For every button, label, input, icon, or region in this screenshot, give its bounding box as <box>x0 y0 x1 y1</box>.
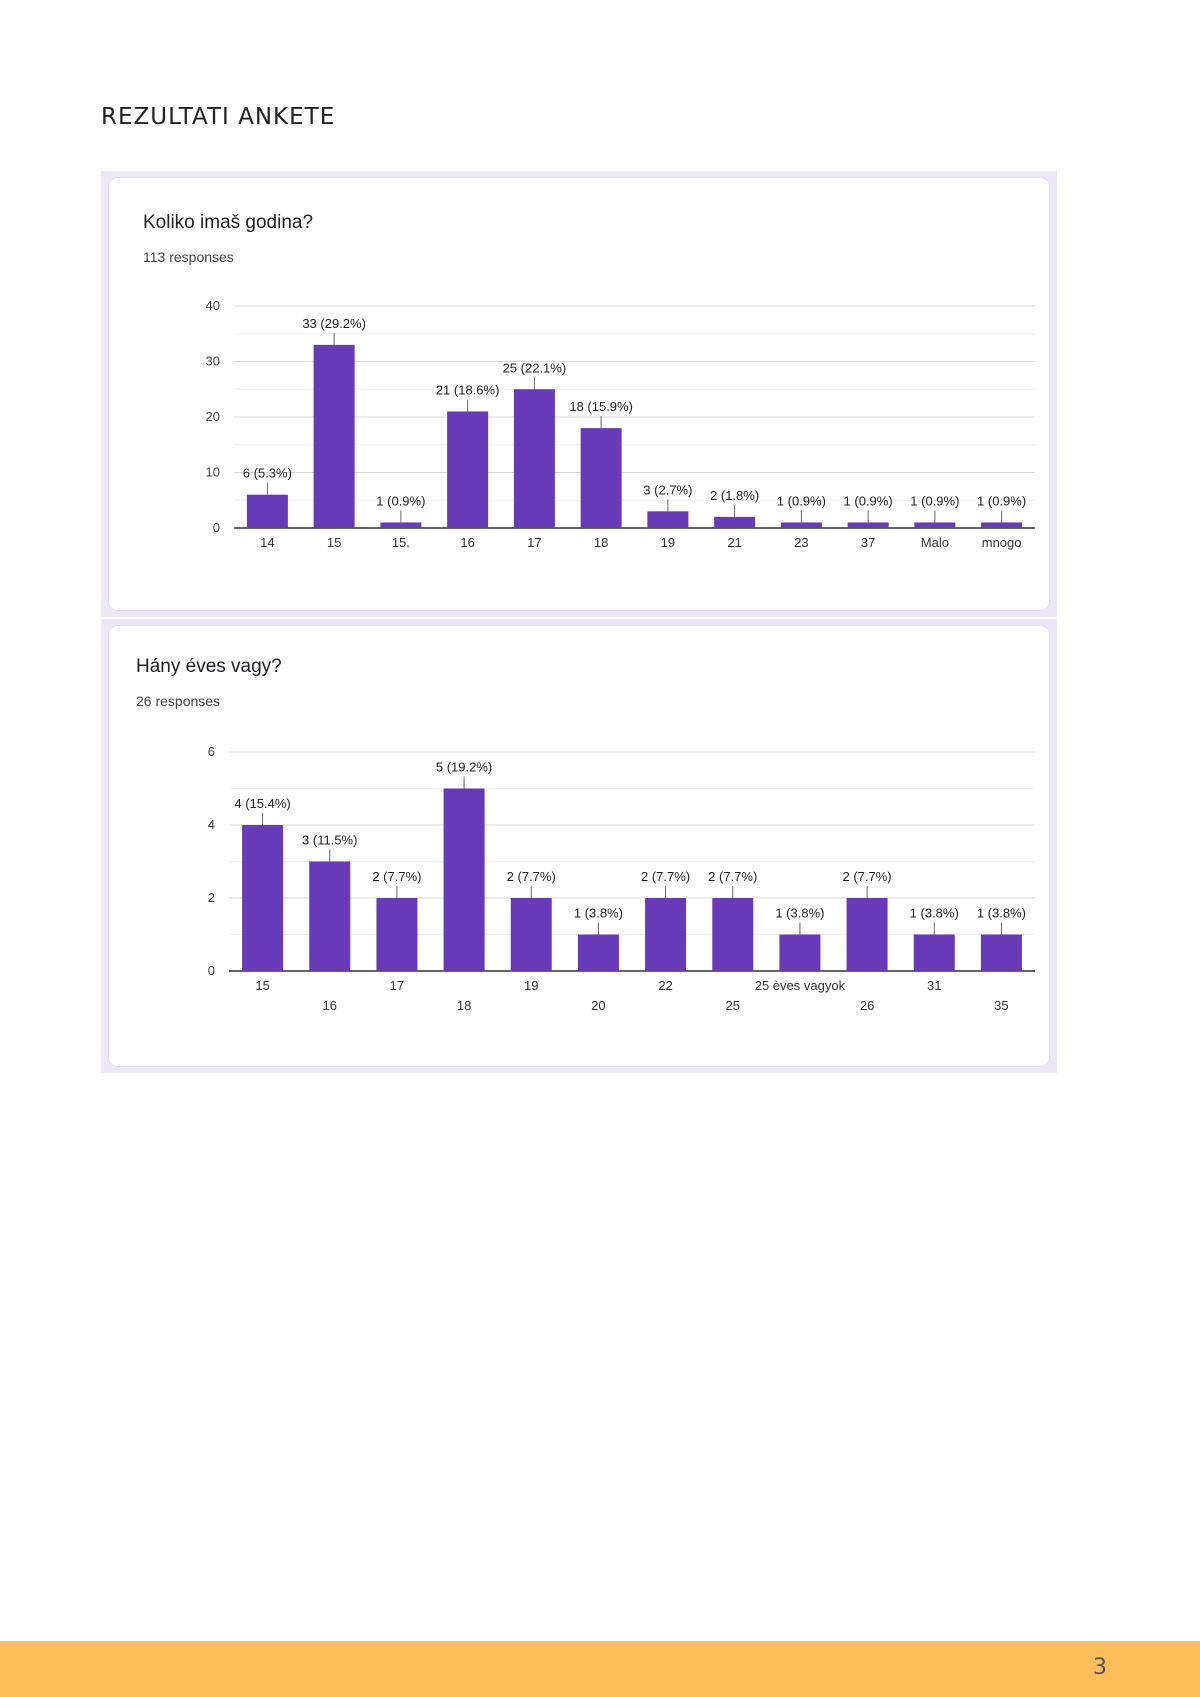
data-label: 18 (15.9%) <box>569 399 633 414</box>
x-tick-label: 14 <box>260 535 274 550</box>
y-tick-label: 10 <box>206 465 220 480</box>
y-tick-label: 30 <box>206 354 220 369</box>
bar <box>309 861 351 971</box>
data-label: 1 (0.9%) <box>977 493 1026 508</box>
responses-count: 113 responses <box>143 249 234 265</box>
y-tick-label: 0 <box>213 520 220 535</box>
data-label: 3 (11.5%) <box>302 833 357 848</box>
y-tick-label: 20 <box>206 409 220 424</box>
x-tick-label: 19 <box>524 978 538 993</box>
bar <box>447 411 489 528</box>
bar <box>914 522 956 528</box>
chart-frame-age-hungarian: Hány éves vagy? 26 responses 0 2 4 6 4 (15.4… <box>101 619 1057 1073</box>
bar <box>513 389 555 528</box>
data-label: 2 (7.7%) <box>641 869 690 884</box>
bar <box>780 522 822 528</box>
x-tick-label: 17 <box>390 978 404 993</box>
bar <box>577 934 619 971</box>
x-tick-label: 16 <box>323 998 337 1013</box>
x-tick-label: 21 <box>727 535 741 550</box>
x-tick-label: 22 <box>658 978 672 993</box>
bar <box>714 516 756 528</box>
data-label: 21 (18.6%) <box>436 382 500 397</box>
bar-chart-age-hungarian: 0 2 4 6 4 (15.4%) 15 3 (11.5%) 16 2 (7.7%) 17 5 (1… <box>208 744 1035 1013</box>
bar <box>645 898 687 971</box>
chart-frame-age-serbian: Koliko imaš godina? 113 responses 0 10 20 3… <box>101 171 1057 617</box>
page-heading: REZULTATI ANKETE <box>101 104 336 130</box>
data-label: 2 (7.7%) <box>708 869 757 884</box>
bar-chart-age-serbian: 0 10 20 30 40 6 (5.3%) 14 33 (29.2%) 15 1 (0.9%) 1… <box>206 298 1035 550</box>
bar <box>981 522 1023 528</box>
data-label: 4 (15.4%) <box>234 796 290 811</box>
bar <box>510 898 552 971</box>
bar <box>779 934 821 971</box>
y-tick-label: 40 <box>206 298 220 313</box>
data-label: 2 (7.7%) <box>507 869 556 884</box>
y-tick-label: 0 <box>208 963 215 978</box>
x-tick-label: 25 <box>726 998 740 1013</box>
bar <box>242 825 284 971</box>
bar <box>647 511 689 528</box>
bar <box>913 934 955 971</box>
x-tick-label: 15 <box>255 978 269 993</box>
data-label: 1 (3.8%) <box>910 906 959 921</box>
bar <box>313 344 355 528</box>
data-label: 1 (0.9%) <box>844 493 893 508</box>
chart-title: Koliko imaš godina? <box>143 212 314 233</box>
x-tick-label: 20 <box>591 998 605 1013</box>
x-tick-label: 15 <box>327 535 341 550</box>
bar <box>580 428 622 528</box>
x-tick-label: 17 <box>527 535 541 550</box>
x-tick-label: 15. <box>392 535 410 550</box>
chart-card: Koliko imaš godina? 113 responses 0 10 20 3… <box>109 178 1049 610</box>
y-tick-label: 6 <box>208 744 215 759</box>
data-label: 5 (19.2%) <box>436 760 492 775</box>
data-label: 1 (0.9%) <box>777 493 826 508</box>
data-label: 1 (0.9%) <box>910 493 959 508</box>
bar <box>380 522 422 528</box>
data-label: 2 (7.7%) <box>372 869 421 884</box>
data-label: 1 (3.8%) <box>977 906 1026 921</box>
bar <box>376 898 418 971</box>
bar <box>846 898 888 971</box>
data-label: 6 (5.3%) <box>243 466 292 481</box>
x-tick-label: 31 <box>927 978 941 993</box>
data-label: 33 (29.2%) <box>302 316 366 331</box>
x-tick-label: Malo <box>921 535 949 550</box>
bar <box>246 494 288 528</box>
x-tick-label: 19 <box>661 535 675 550</box>
data-label: 3 (2.7%) <box>643 482 692 497</box>
bar <box>712 898 754 971</box>
y-tick-label: 2 <box>208 890 215 905</box>
data-label: 1 (3.8%) <box>574 906 623 921</box>
x-tick-label: 37 <box>861 535 875 550</box>
bar <box>980 934 1022 971</box>
footer-band: 3 <box>0 1641 1200 1697</box>
chart-card: Hány éves vagy? 26 responses 0 2 4 6 4 (15.4… <box>109 626 1049 1066</box>
x-tick-label: 18 <box>594 535 608 550</box>
x-tick-label: 26 <box>860 998 874 1013</box>
x-tick-label: 18 <box>457 998 471 1013</box>
data-label: 2 (1.8%) <box>710 488 759 503</box>
data-label: 1 (0.9%) <box>376 493 425 508</box>
page-number: 3 <box>1093 1655 1107 1680</box>
bar <box>443 788 485 971</box>
data-label: 25 (22.1%) <box>503 360 567 375</box>
x-tick-label: 16 <box>460 535 474 550</box>
x-tick-label: mnogo <box>982 535 1022 550</box>
bar <box>847 522 889 528</box>
y-tick-label: 4 <box>208 817 215 832</box>
x-tick-label: 23 <box>794 535 808 550</box>
x-tick-label: 25 èves vagyok <box>755 978 846 993</box>
chart-title: Hány éves vagy? <box>136 656 282 677</box>
x-tick-label: 35 <box>994 998 1008 1013</box>
data-label: 1 (3.8%) <box>775 906 824 921</box>
data-label: 2 (7.7%) <box>843 869 892 884</box>
responses-count: 26 responses <box>136 693 221 709</box>
